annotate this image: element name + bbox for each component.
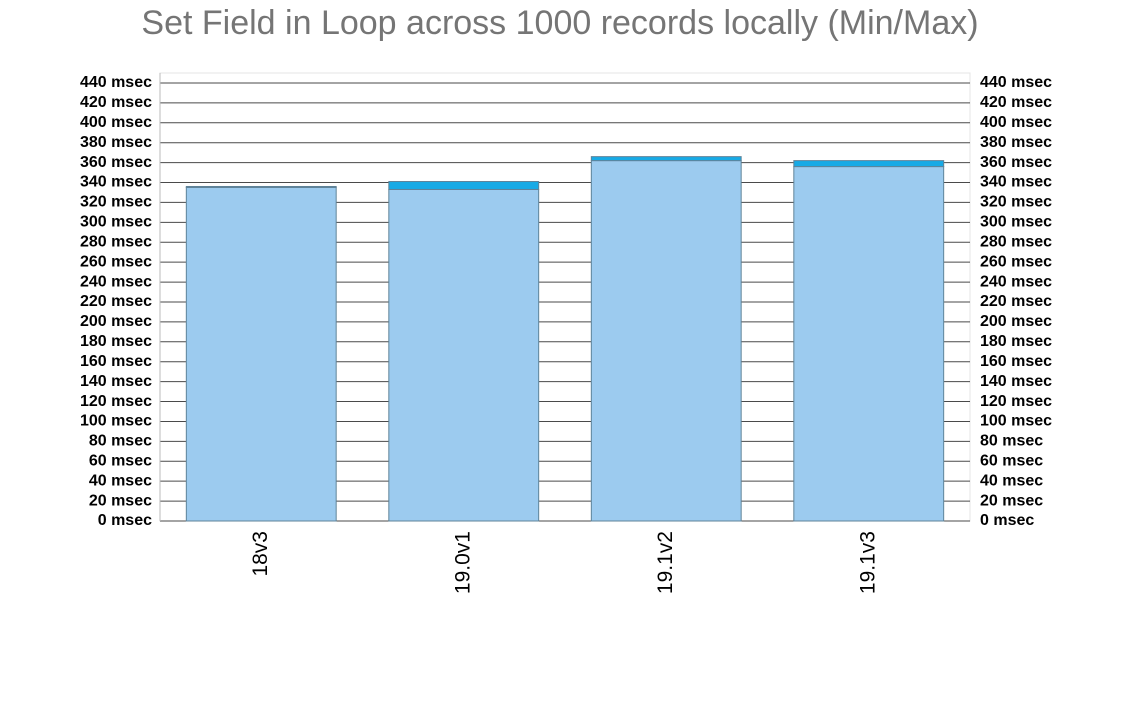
y-tick-label: 440 msec — [80, 74, 152, 91]
y-tick-label: 20 msec — [89, 492, 152, 509]
y2-tick-label: 420 msec — [980, 94, 1052, 111]
x-tick-label: 19.1v2 — [654, 531, 677, 594]
y-tick-label: 420 msec — [80, 94, 152, 111]
bar-segment — [793, 166, 945, 522]
y-tick-label: 80 msec — [89, 433, 152, 450]
y-tick-label: 320 msec — [80, 194, 152, 211]
y-tick-label: 380 msec — [80, 134, 152, 151]
bar-segment — [590, 160, 742, 522]
y-tick-label: 60 msec — [89, 452, 152, 469]
y2-tick-label: 400 msec — [980, 114, 1052, 131]
y2-tick-label: 240 msec — [980, 273, 1052, 290]
y-tick-label: 120 msec — [80, 393, 152, 410]
y-tick-label: 200 msec — [80, 313, 152, 330]
y-tick-label: 100 msec — [80, 413, 152, 430]
y-tick-label: 280 msec — [80, 233, 152, 250]
y2-tick-label: 80 msec — [980, 433, 1043, 450]
y2-tick-label: 260 msec — [980, 253, 1052, 270]
chart-title: Set Field in Loop across 1000 records lo… — [141, 4, 978, 42]
bar-segment — [793, 160, 945, 168]
x-tick-label: 19.0v1 — [451, 531, 474, 594]
y-tick-label: 40 msec — [89, 472, 152, 489]
y-tick-label: 360 msec — [80, 154, 152, 171]
bar-segment — [590, 156, 742, 162]
y-tick-label: 400 msec — [80, 114, 152, 131]
x-tick-label: 19.1v3 — [856, 531, 879, 594]
y-tick-label: 0 msec — [98, 512, 152, 529]
bar-segment — [185, 186, 337, 522]
y2-tick-label: 160 msec — [980, 353, 1052, 370]
y2-tick-label: 20 msec — [980, 492, 1043, 509]
y-tick-label: 160 msec — [80, 353, 152, 370]
bar-segment — [388, 181, 540, 190]
y2-tick-label: 60 msec — [980, 452, 1043, 469]
y-tick-label: 140 msec — [80, 373, 152, 390]
y-tick-label: 180 msec — [80, 333, 152, 350]
x-tick-label: 18v3 — [249, 531, 272, 577]
y2-tick-label: 340 msec — [980, 174, 1052, 191]
y2-tick-label: 140 msec — [980, 373, 1052, 390]
bar-segment — [185, 185, 337, 188]
y2-tick-label: 300 msec — [980, 214, 1052, 231]
y2-tick-label: 120 msec — [980, 393, 1052, 410]
y2-tick-label: 440 msec — [980, 74, 1052, 91]
y-tick-label: 240 msec — [80, 273, 152, 290]
y-tick-label: 340 msec — [80, 174, 152, 191]
y2-tick-label: 360 msec — [980, 154, 1052, 171]
y-tick-label: 220 msec — [80, 293, 152, 310]
bar-segment — [388, 188, 540, 522]
y2-tick-label: 180 msec — [980, 333, 1052, 350]
y2-tick-label: 280 msec — [980, 233, 1052, 250]
y2-tick-label: 380 msec — [980, 134, 1052, 151]
y-tick-label: 260 msec — [80, 253, 152, 270]
y2-tick-label: 100 msec — [980, 413, 1052, 430]
y2-tick-label: 200 msec — [980, 313, 1052, 330]
y2-tick-label: 0 msec — [980, 512, 1034, 529]
y2-tick-label: 320 msec — [980, 194, 1052, 211]
y2-tick-label: 220 msec — [980, 293, 1052, 310]
y2-tick-label: 40 msec — [980, 472, 1043, 489]
y-tick-label: 300 msec — [80, 214, 152, 231]
